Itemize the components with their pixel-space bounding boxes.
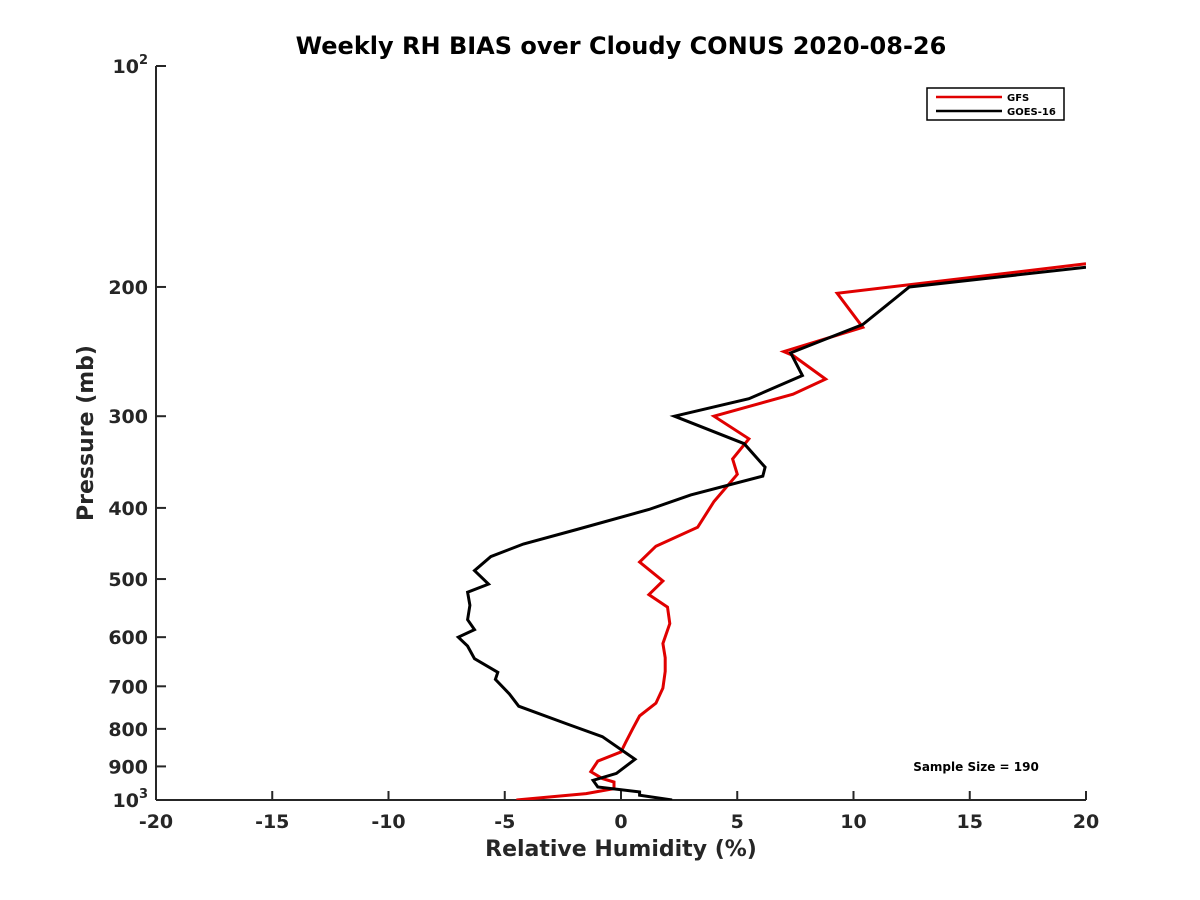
y-ticks: 102 200 300 400 500 600 700 800 900 103 xyxy=(108,53,166,812)
x-tick-label: 0 xyxy=(614,811,627,833)
chart-title: Weekly RH BIAS over Cloudy CONUS 2020-08… xyxy=(296,32,947,60)
x-tick-label: -5 xyxy=(494,811,515,833)
y-tick-label: 900 xyxy=(108,756,148,778)
y-tick-label: 103 xyxy=(113,787,149,812)
x-axis-label: Relative Humidity (%) xyxy=(485,837,757,862)
series-line-goes16 xyxy=(455,265,1086,800)
y-tick-label: 200 xyxy=(108,277,148,299)
legend-label-gfs: GFS xyxy=(1007,93,1029,104)
y-tick-label: 700 xyxy=(108,676,148,698)
x-tick-label: -20 xyxy=(139,811,173,833)
y-tick-label: 800 xyxy=(108,719,148,741)
series-line-gfs xyxy=(516,262,1086,800)
x-tick-label: 10 xyxy=(840,811,866,833)
y-tick-label: 600 xyxy=(108,627,148,649)
x-tick-label: 20 xyxy=(1073,811,1099,833)
x-tick-label: 15 xyxy=(957,811,983,833)
x-tick-label: 5 xyxy=(731,811,744,833)
y-tick-label: 400 xyxy=(108,498,148,520)
y-tick-label: 300 xyxy=(108,406,148,428)
y-axis-label: Pressure (mb) xyxy=(74,345,99,521)
series-layer xyxy=(455,262,1086,800)
y-tick-label: 500 xyxy=(108,569,148,591)
x-tick-label: -10 xyxy=(371,811,405,833)
legend-label-goes16: GOES-16 xyxy=(1007,107,1056,118)
legend: GFS GOES-16 xyxy=(926,87,1065,121)
sample-size-annotation: Sample Size = 190 xyxy=(913,760,1039,774)
y-tick-label: 102 xyxy=(113,53,149,78)
x-ticks: -20 -15 -10 -5 0 5 10 15 20 xyxy=(139,791,1099,833)
legend-box xyxy=(926,87,1065,121)
x-tick-label: -15 xyxy=(255,811,289,833)
